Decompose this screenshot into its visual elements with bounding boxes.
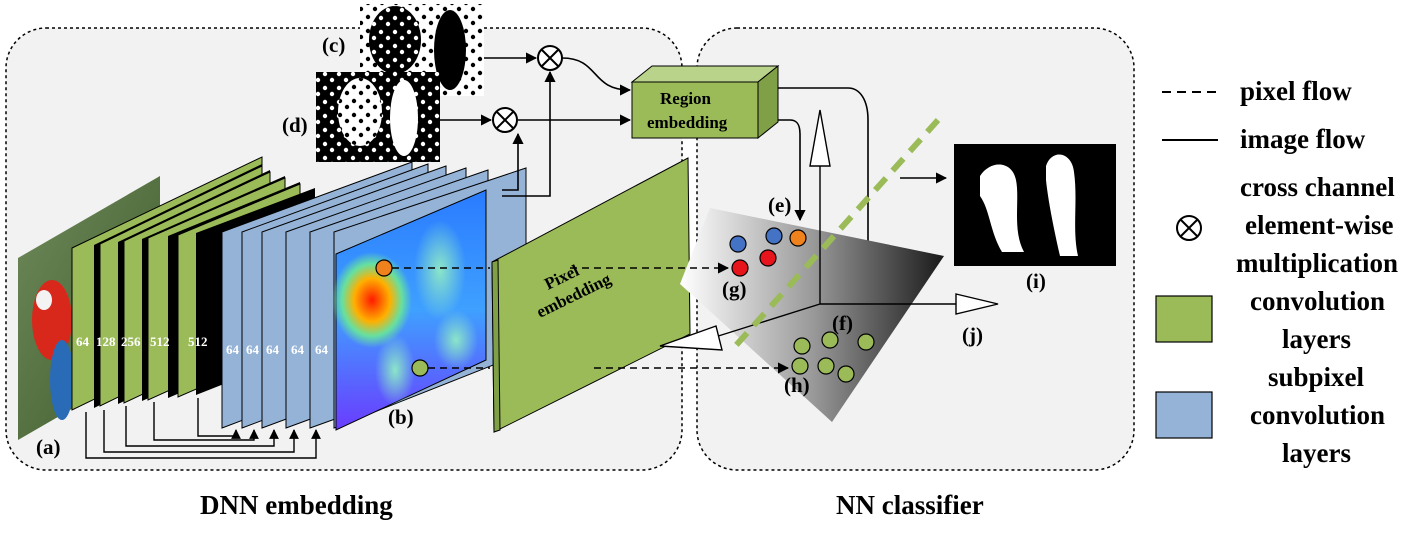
nn-classifier-title: NN classifier [836,490,984,520]
conv-channel-4: 512 [150,334,170,349]
multiply-symbol-bottom [492,107,518,133]
legend-image-flow: image flow [1240,124,1366,154]
legend: pixel flow image flow cross channel elem… [1155,76,1398,468]
conv-channel-5: 512 [188,334,208,349]
image-flow-arrows [440,52,948,332]
subpixel-channel-5: 64 [315,342,329,357]
pixel-flow-arrows [392,262,790,374]
label-e: (e) [768,193,791,217]
multiply-symbol-top [537,45,563,71]
conv-channel-2: 128 [96,334,116,349]
legend-subpixel-swatch [1155,391,1213,439]
legend-conv-swatch [1155,295,1213,343]
label-b: (b) [388,405,414,429]
heatmap [332,189,487,431]
dnn-embedding-title: DNN embedding [200,490,393,520]
output-mask [954,144,1116,266]
label-g: (g) [722,277,747,301]
label-a: (a) [36,435,61,459]
legend-subpixel-3: layers [1282,438,1351,468]
subpixel-channel-4: 64 [291,342,305,357]
skip-connections [85,398,321,459]
legend-subpixel-2: convolution [1250,400,1385,430]
region-embedding-box [630,64,780,140]
subpixel-channel-3: 64 [266,342,280,357]
legend-multiply-icon [1176,215,1202,241]
legend-cross-channel-1: cross channel [1240,172,1395,202]
legend-cross-channel-3: multiplication [1236,248,1398,278]
region-embedding-line2: embedding [647,113,728,132]
subpixel-channel-1: 64 [226,342,240,357]
legend-conv-2: layers [1282,324,1351,354]
label-f: (f) [832,311,853,335]
label-d: (d) [282,113,308,137]
label-h: (h) [784,373,810,397]
legend-conv-1: convolution [1250,286,1385,316]
legend-pixel-flow: pixel flow [1240,76,1352,106]
label-j: (j) [962,323,983,347]
pixel-embedding-block [491,157,691,433]
legend-subpixel-1: subpixel [1268,362,1365,392]
conv-channel-1: 64 [76,334,90,349]
subpixel-channel-2: 64 [246,342,260,357]
pixel-marker-green [411,359,429,377]
conv-channel-3: 256 [121,334,141,349]
legend-cross-channel-2: element-wise [1245,210,1393,240]
feature-space [659,109,999,422]
region-embedding-line1: Region [660,89,712,108]
pixel-marker-orange [375,259,393,277]
label-c: (c) [322,33,345,57]
label-i: (i) [1026,269,1046,293]
mask-image-d [316,72,440,162]
class-points [729,227,875,383]
